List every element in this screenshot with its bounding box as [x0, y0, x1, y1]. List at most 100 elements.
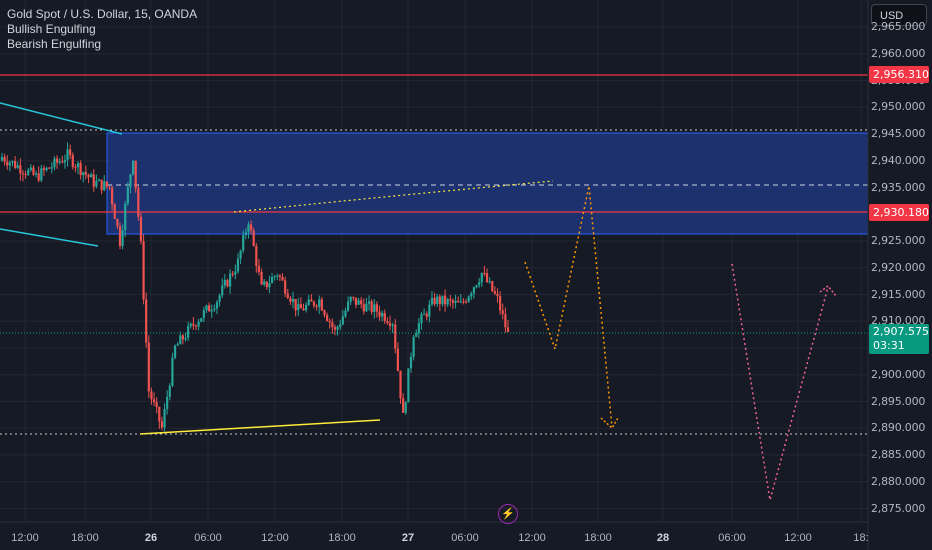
candle-body [42, 168, 46, 171]
dotted-trend-curve[interactable] [233, 180, 554, 213]
orange-projection-path[interactable] [524, 185, 613, 428]
candle-body [305, 304, 308, 311]
price-tick-label: 2,880.000 [871, 474, 926, 488]
candle-body [438, 296, 441, 305]
candle-body [69, 149, 72, 155]
support-trend-line[interactable] [139, 419, 381, 435]
candle-body [467, 296, 470, 302]
candle-body [92, 174, 95, 187]
orange-arrowhead [600, 417, 619, 430]
candle-body [95, 180, 98, 187]
price-tick-label: 2,915.000 [871, 287, 926, 301]
candle-body [423, 313, 426, 315]
candle-body [412, 336, 415, 357]
candle-body [483, 272, 486, 274]
candle-body [284, 280, 287, 294]
time-tick-label: 06:00 [718, 532, 746, 544]
candle-body [396, 348, 399, 371]
time-tick-label: 27 [401, 532, 415, 544]
candle-body [247, 224, 250, 233]
candle-body [147, 342, 150, 392]
candle-body [457, 300, 460, 303]
candle-body [331, 322, 334, 328]
candle-body [451, 300, 455, 303]
candle-body [367, 301, 371, 304]
candle-body [281, 276, 284, 281]
candle-body [187, 326, 190, 339]
candle-body [501, 310, 504, 315]
candle-body [189, 323, 192, 327]
candle-body [373, 304, 376, 312]
candle-body [333, 327, 337, 330]
channel-upper-line[interactable] [0, 102, 123, 135]
candle-body [108, 186, 111, 188]
candle-body [320, 299, 323, 311]
currency-button[interactable]: USD [871, 4, 927, 26]
candle-body [409, 356, 413, 369]
candle-body [145, 299, 148, 343]
channel-lower-line[interactable] [0, 228, 99, 247]
price-tick-label: 2,940.000 [871, 153, 926, 167]
candle-body [76, 163, 80, 168]
symbol-title[interactable]: Gold Spot / U.S. Dollar, 15, OANDA [7, 7, 198, 21]
candle-body [485, 273, 489, 283]
candle-body [205, 305, 208, 311]
candle-body [55, 158, 59, 163]
candle-body [499, 296, 502, 311]
candle-body [378, 311, 381, 317]
candle-body [179, 335, 182, 345]
candle-body [270, 276, 274, 284]
zone-rectangle[interactable] [106, 132, 869, 235]
candle-body [252, 230, 255, 247]
candle-body [11, 161, 14, 163]
candle-body [346, 301, 350, 311]
candle-body [139, 216, 143, 242]
time-tick-label: 12:00 [11, 532, 39, 544]
candle-body [40, 168, 43, 181]
grid [0, 0, 868, 522]
candle-body [19, 165, 22, 174]
candle-body [29, 167, 32, 171]
time-tick-label: 06:00 [194, 532, 222, 544]
time-tick-label: 18: [853, 532, 869, 544]
candlestick-series[interactable] [0, 142, 510, 432]
candle-body [415, 333, 418, 337]
candle-body [134, 160, 137, 189]
candle-body [265, 281, 268, 288]
indicator-bullish-engulfing[interactable]: Bullish Engulfing [7, 22, 96, 36]
resistance-price-label: 2,956.310 [869, 66, 929, 83]
candle-body [318, 299, 321, 307]
candle-body [297, 304, 300, 311]
candle-body [61, 161, 64, 163]
candle-body [478, 282, 481, 286]
candle-body [433, 297, 436, 305]
candle-body [286, 293, 289, 299]
candle-body [215, 301, 219, 309]
candle-body [63, 160, 67, 163]
candle-body [21, 173, 25, 175]
candle-body [32, 167, 35, 175]
price-tick-label: 2,945.000 [871, 127, 926, 140]
candle-body [425, 313, 428, 317]
candle-body [302, 308, 305, 311]
time-tick-label: 12:00 [518, 532, 546, 544]
candle-body [249, 224, 253, 231]
candle-body [475, 285, 478, 288]
candle-body [420, 314, 423, 324]
candle-body [213, 308, 216, 310]
candle-body [105, 181, 108, 187]
candle-body [184, 338, 187, 340]
indicator-bearish-engulfing[interactable]: Bearish Engulfing [7, 37, 102, 51]
price-tick-label: 2,900.000 [871, 367, 926, 381]
flash-icon[interactable]: ⚡ [498, 504, 518, 524]
pink-projection-path[interactable] [731, 263, 829, 501]
candle-body [202, 310, 205, 319]
candle-body [58, 161, 61, 163]
candle-body [142, 241, 145, 300]
candle-body [428, 304, 431, 317]
candle-body [289, 298, 292, 302]
candle-body [97, 179, 101, 181]
candle-body [454, 300, 457, 303]
candle-body [221, 285, 224, 296]
